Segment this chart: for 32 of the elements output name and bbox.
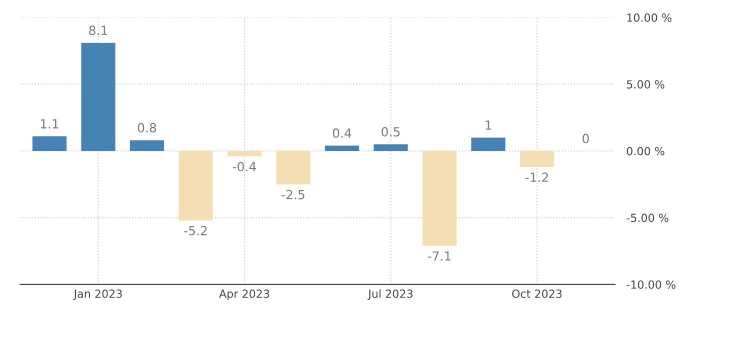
data-label: 0.5 bbox=[382, 127, 400, 137]
data-label: 0 bbox=[582, 134, 589, 144]
data-label: -1.2 bbox=[525, 172, 548, 182]
y-tick-label: 0.00 % bbox=[626, 146, 664, 156]
bar bbox=[324, 146, 360, 151]
x-tick-label: Oct 2023 bbox=[512, 289, 562, 298]
bar bbox=[374, 144, 408, 151]
x-tick-label: Jul 2023 bbox=[368, 289, 412, 300]
bar bbox=[178, 150, 213, 220]
data-label: -2.5 bbox=[282, 190, 304, 200]
y-tick-label: 5.00 % bbox=[626, 80, 664, 89]
data-label: -7.1 bbox=[428, 251, 451, 261]
data-label: -0.4 bbox=[232, 162, 256, 172]
bar bbox=[520, 150, 554, 167]
bar bbox=[422, 150, 457, 246]
y-tick-label: -5.00 % bbox=[626, 214, 668, 222]
bar bbox=[227, 150, 262, 156]
data-label: 1 bbox=[486, 120, 492, 130]
data-label: 8.1 bbox=[89, 26, 108, 36]
bar bbox=[130, 140, 164, 151]
bar bbox=[81, 42, 116, 151]
data-label: 1.1 bbox=[40, 119, 58, 128]
x-tick-label: Jan 2023 bbox=[73, 289, 122, 300]
data-label: 0.4 bbox=[332, 128, 352, 138]
bar bbox=[471, 138, 506, 151]
bar bbox=[276, 150, 310, 184]
bar bbox=[32, 136, 67, 151]
y-tick-label: -10.00 % bbox=[626, 280, 676, 289]
data-label: -5.2 bbox=[184, 226, 207, 236]
data-label: 0.8 bbox=[138, 123, 156, 132]
x-tick-label: Apr 2023 bbox=[219, 289, 270, 300]
y-tick-label: 10.00 % bbox=[627, 13, 672, 22]
